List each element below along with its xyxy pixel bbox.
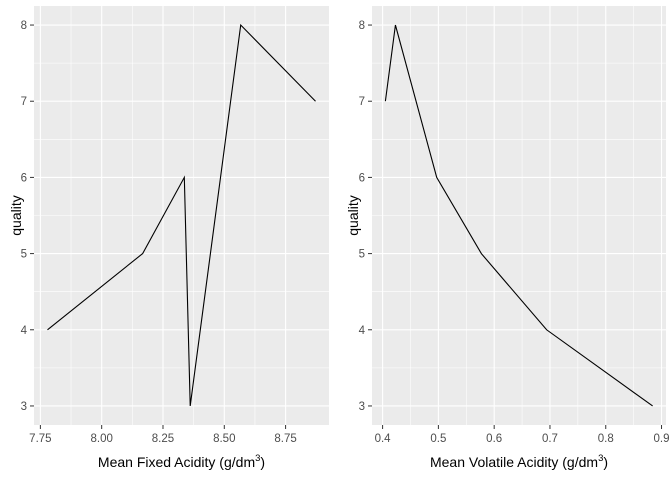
right-x-tick-label: 0.8 [598, 433, 614, 445]
right-x-axis-title-close: ) [603, 454, 608, 470]
left-y-tick-label: 6 [21, 172, 27, 184]
left-y-tick-label: 3 [21, 401, 27, 413]
right-y-axis-title: quality [345, 195, 361, 235]
right-x-axis-title-exponent: 3 [598, 453, 603, 464]
right-series [384, 24, 653, 407]
right-y-tick-label: 5 [359, 249, 365, 261]
right-x-tick-label: 0.7 [542, 433, 558, 445]
left-chart-panel: 7.75 8.00 8.25 8.50 8.75 3 4 5 6 7 8 quality Mean … [8, 6, 329, 470]
left-y-axis-title: quality [8, 195, 24, 235]
right-x-tick-label: 0.6 [486, 433, 502, 445]
left-x-tick-label: 8.75 [274, 433, 296, 445]
right-quality-line [384, 24, 653, 407]
right-chart-panel: 0.4 0.5 0.6 0.7 0.8 0.9 3 4 5 6 7 8 quality Mean Vo… [345, 6, 670, 470]
right-x-tick-label: 0.4 [375, 433, 392, 445]
right-y-tick-label: 4 [359, 325, 366, 337]
left-series [47, 23, 316, 407]
left-y-tick-label: 7 [21, 96, 27, 108]
left-x-axis-title: Mean Fixed Acidity (g/dm3) [98, 453, 265, 470]
right-y-tick-label: 8 [359, 20, 365, 32]
left-y-tick-label: 8 [21, 20, 27, 32]
left-y-tick-label: 4 [21, 325, 28, 337]
left-x-axis-title-close: ) [260, 454, 265, 470]
right-grid [372, 6, 666, 425]
left-x-axis-title-unit: dm [236, 454, 255, 470]
right-x-axis-title-main: Mean Volatile Acidity (g [430, 454, 575, 470]
left-x-tick-label: 8.25 [152, 433, 174, 445]
right-y-tick-label: 3 [359, 401, 365, 413]
left-x-axis-title-exponent: 3 [255, 453, 260, 464]
left-x-tick-label: 8.50 [213, 433, 235, 445]
right-x-axis-title: Mean Volatile Acidity (g/dm3) [430, 453, 608, 470]
left-quality-line [47, 23, 316, 407]
right-x-axis-title-unit: dm [579, 454, 598, 470]
left-x-tick-label: 7.75 [29, 433, 51, 445]
right-x-axis-title-slash: / [575, 454, 579, 470]
right-y-tick-label: 7 [359, 96, 365, 108]
right-y-tick-label: 6 [359, 172, 365, 184]
left-x-tick-label: 8.00 [90, 433, 112, 445]
right-x-tick-label: 0.5 [430, 433, 446, 445]
right-ticks: 0.4 0.5 0.6 0.7 0.8 0.9 3 4 5 6 7 8 [359, 20, 670, 445]
left-x-axis-title-main: Mean Fixed Acidity (g [98, 454, 232, 470]
right-x-tick-label: 0.9 [654, 433, 670, 445]
left-y-tick-label: 5 [21, 249, 27, 261]
left-ticks: 7.75 8.00 8.25 8.50 8.75 3 4 5 6 7 8 [21, 20, 297, 445]
left-x-axis-title-slash: / [232, 454, 236, 470]
